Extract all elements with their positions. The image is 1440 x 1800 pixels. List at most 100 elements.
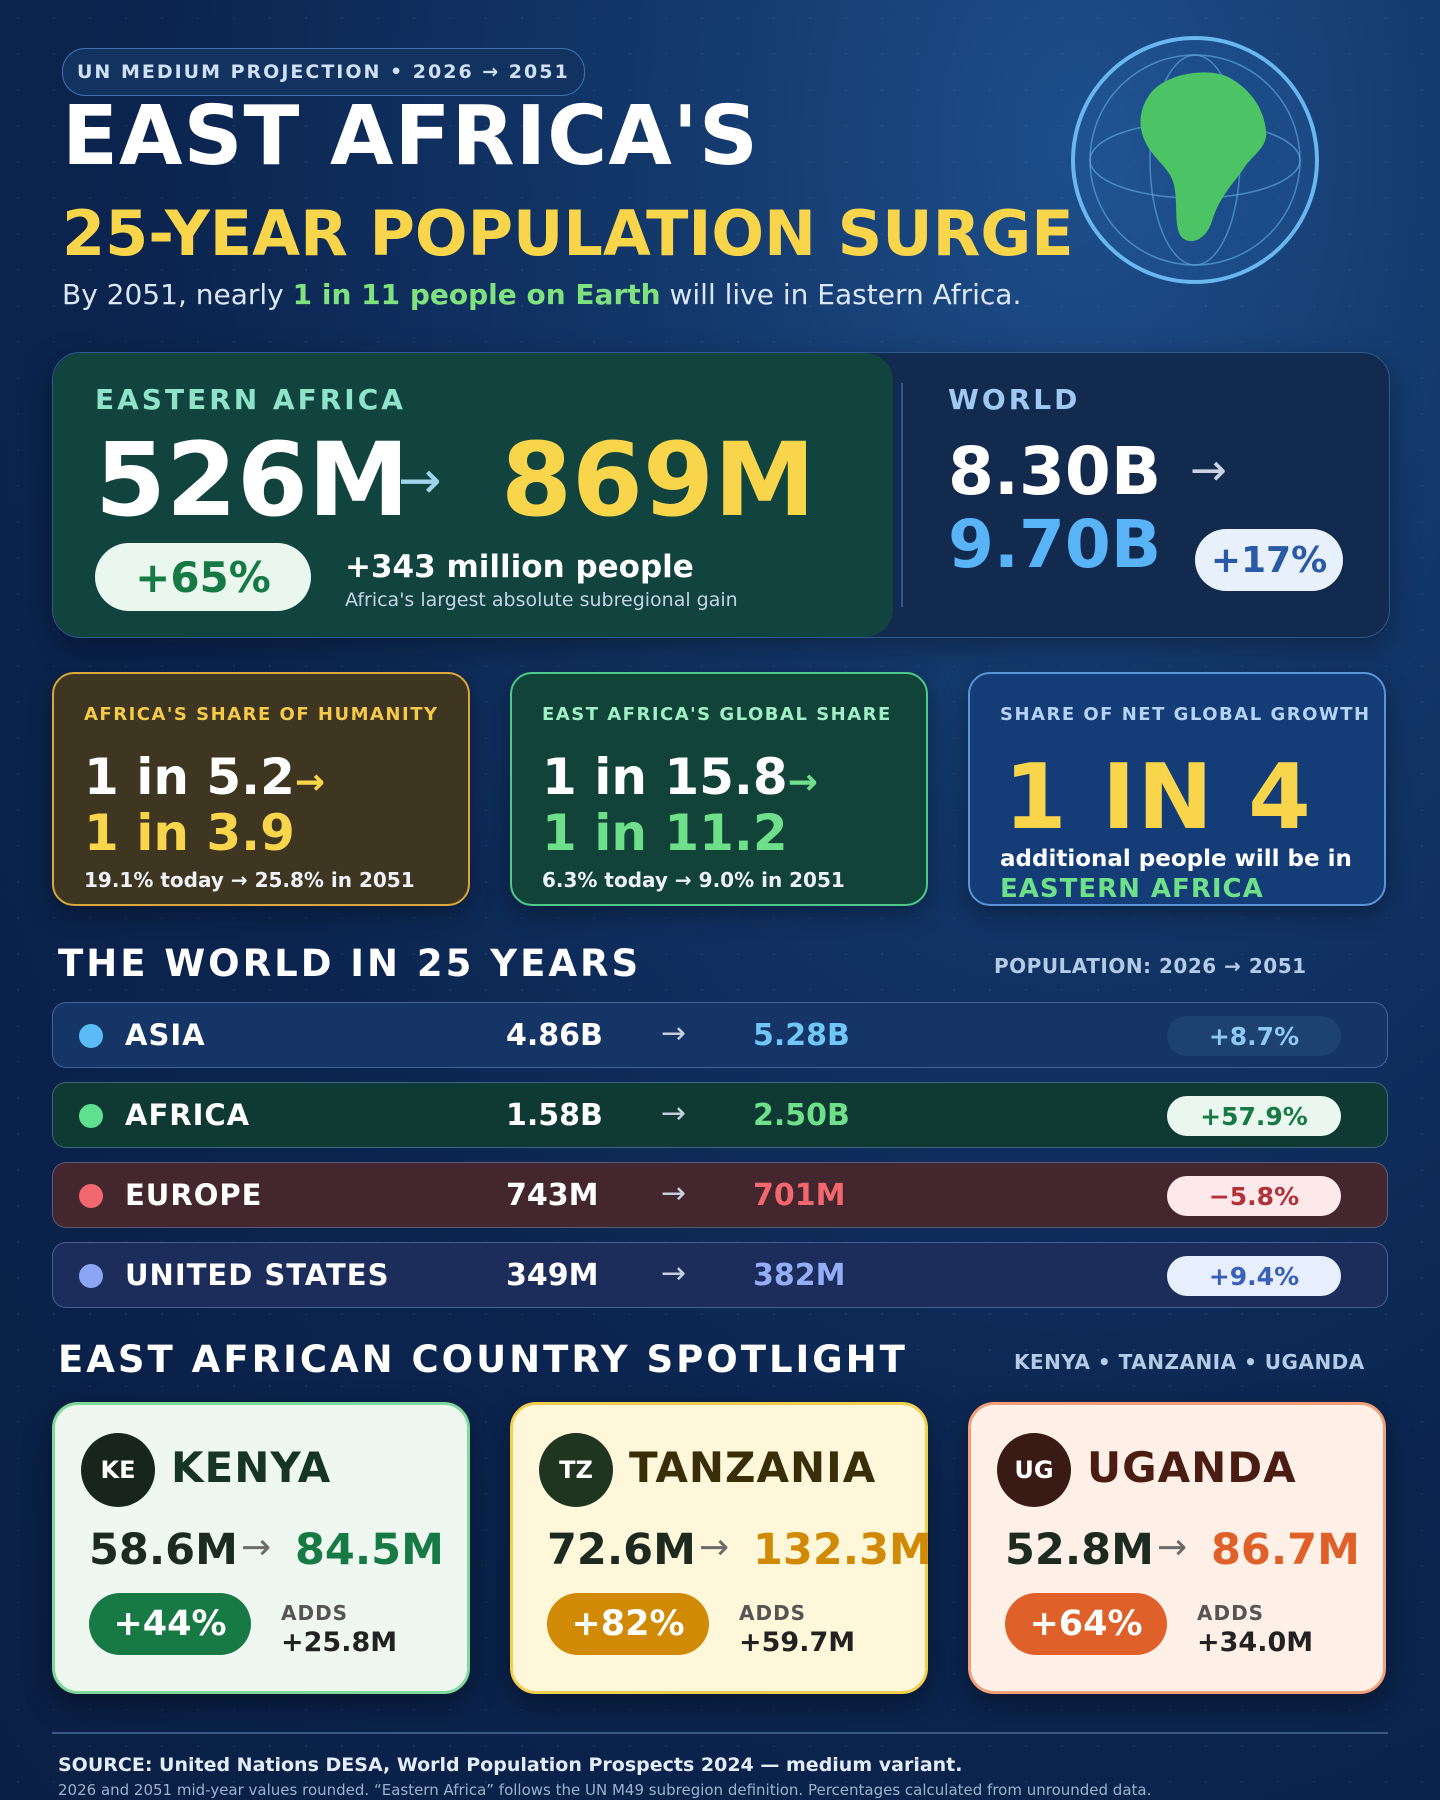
eastern-africa-panel: EASTERN AFRICA 526M → 869M +65% +343 mil… [53, 353, 893, 637]
ea-population-2026: 526M [95, 421, 410, 540]
subtitle-post: will live in Eastern Africa. [660, 278, 1022, 311]
country-2026: 52.8M [1005, 1525, 1154, 1575]
adds-value: +25.8M [281, 1627, 398, 1658]
region-row-united-states: UNITED STATES 349M → 382M +9.4% [52, 1242, 1388, 1308]
legend-dot [79, 1104, 103, 1128]
arrow-icon: → [398, 451, 442, 511]
country-name: TANZANIA [629, 1443, 877, 1492]
region-2051: 382M [753, 1258, 846, 1293]
adds-value: +59.7M [739, 1627, 856, 1658]
footnote: 2026 and 2051 mid-year values rounded. “… [58, 1781, 1152, 1799]
country-change-badge: +64% [1005, 1593, 1167, 1655]
arrow-icon: → [661, 1176, 687, 1211]
region-2026: 743M [506, 1178, 599, 1213]
africa-globe-icon [1071, 36, 1319, 284]
region-change-badge: +8.7% [1167, 1016, 1341, 1056]
eastern-africa-label: EASTERN AFRICA [95, 383, 406, 416]
region-name: EUROPE [125, 1178, 263, 1212]
world-label: WORLD [948, 383, 1081, 416]
country-name: KENYA [171, 1443, 332, 1492]
stat-text: additional people will be in [1000, 846, 1352, 872]
ea-gain: +343 million people [345, 549, 694, 585]
subtitle-highlight: 1 in 11 people on Earth [292, 278, 661, 311]
country-code-badge: KE [81, 1433, 155, 1507]
region-change-badge: +57.9% [1167, 1096, 1341, 1136]
arrow-icon: → [787, 762, 818, 803]
stat-card-africa-share: AFRICA'S SHARE OF HUMANITY 1 in 5.2→ 1 i… [52, 672, 470, 906]
arrow-icon: → [294, 762, 326, 803]
region-name: ASIA [125, 1018, 206, 1052]
stat-value-today: 1 in 5.2→ [84, 748, 326, 806]
ea-gain-note: Africa's largest absolute subregional ga… [345, 589, 738, 611]
adds-value: +34.0M [1197, 1627, 1314, 1658]
divider [901, 383, 903, 607]
arrow-icon: → [241, 1527, 272, 1568]
region-name: UNITED STATES [125, 1258, 390, 1292]
region-2051: 701M [753, 1178, 846, 1213]
subtitle-pre: By 2051, nearly [62, 278, 293, 311]
region-row-asia: ASIA 4.86B → 5.28B +8.7% [52, 1002, 1388, 1068]
ea-population-2051: 869M [501, 421, 816, 540]
stat-label: SHARE OF NET GLOBAL GROWTH [1000, 704, 1371, 725]
stat-value-today: 1 in 15.8→ [542, 748, 818, 806]
stat-label: AFRICA'S SHARE OF HUMANITY [84, 704, 439, 725]
region-2026: 349M [506, 1258, 599, 1293]
stat-big-value: 1 IN 4 [1004, 745, 1313, 850]
country-card-kenya: KE KENYA 58.6M → 84.5M +44% ADDS +25.8M [52, 1402, 470, 1694]
region-2051: 2.50B [753, 1098, 850, 1133]
stat-footer: 19.1% today → 25.8% in 2051 [84, 868, 415, 892]
country-2026: 58.6M [89, 1525, 238, 1575]
country-change-badge: +44% [89, 1593, 251, 1655]
projection-tag: UN MEDIUM PROJECTION • 2026 → 2051 [62, 48, 585, 96]
region-row-europe: EUROPE 743M → 701M −5.8% [52, 1162, 1388, 1228]
region-2051: 5.28B [753, 1018, 850, 1053]
country-card-uganda: UG UGANDA 52.8M → 86.7M +64% ADDS +34.0M [968, 1402, 1386, 1694]
arrow-icon: → [661, 1096, 687, 1131]
region-2026: 4.86B [506, 1018, 603, 1053]
stat-card-net-growth: SHARE OF NET GLOBAL GROWTH 1 IN 4 additi… [968, 672, 1386, 906]
ea-change-badge: +65% [95, 543, 311, 611]
country-change-badge: +82% [547, 1593, 709, 1655]
arrow-icon: → [661, 1016, 687, 1051]
stat-text-highlight: EASTERN AFRICA [1000, 874, 1264, 904]
world-population-2051: 9.70B [948, 506, 1162, 583]
world-change-badge: +17% [1195, 529, 1343, 591]
title-line-1: EAST AFRICA'S [62, 89, 759, 184]
title-line-2: 25-YEAR POPULATION SURGE [62, 197, 1074, 270]
hero-card: EASTERN AFRICA 526M → 869M +65% +343 mil… [52, 352, 1390, 638]
stat-footer: 6.3% today → 9.0% in 2051 [542, 868, 845, 892]
country-code-badge: UG [997, 1433, 1071, 1507]
country-2051: 86.7M [1211, 1525, 1360, 1575]
country-2051: 132.3M [753, 1525, 932, 1575]
footer-divider [52, 1732, 1388, 1734]
adds-label: ADDS [1197, 1601, 1265, 1625]
arrow-icon: → [1157, 1527, 1188, 1568]
legend-dot [79, 1024, 103, 1048]
source-text: SOURCE: United Nations DESA, World Popul… [58, 1754, 963, 1776]
arrow-icon: → [699, 1527, 730, 1568]
world-population-2026: 8.30B [948, 433, 1162, 510]
region-row-africa: AFRICA 1.58B → 2.50B +57.9% [52, 1082, 1388, 1148]
country-2026: 72.6M [547, 1525, 696, 1575]
subtitle: By 2051, nearly 1 in 11 people on Earth … [62, 278, 1021, 311]
adds-label: ADDS [739, 1601, 807, 1625]
region-name: AFRICA [125, 1098, 251, 1132]
stat-value-2051: 1 in 3.9 [84, 804, 295, 862]
world-section-title: THE WORLD IN 25 YEARS [58, 942, 642, 985]
country-name: UGANDA [1087, 1443, 1297, 1492]
arrow-icon: → [1190, 445, 1227, 496]
legend-dot [79, 1264, 103, 1288]
country-2051: 84.5M [295, 1525, 444, 1575]
adds-label: ADDS [281, 1601, 349, 1625]
country-section-title: EAST AFRICAN COUNTRY SPOTLIGHT [58, 1338, 908, 1381]
region-change-badge: −5.8% [1167, 1176, 1341, 1216]
region-2026: 1.58B [506, 1098, 603, 1133]
stat-label: EAST AFRICA'S GLOBAL SHARE [542, 704, 892, 725]
country-code-badge: TZ [539, 1433, 613, 1507]
country-card-tanzania: TZ TANZANIA 72.6M → 132.3M +82% ADDS +59… [510, 1402, 932, 1694]
country-section-label: KENYA • TANZANIA • UGANDA [1014, 1350, 1365, 1374]
world-section-label: POPULATION: 2026 → 2051 [994, 954, 1307, 978]
legend-dot [79, 1184, 103, 1208]
stat-card-ea-global-share: EAST AFRICA'S GLOBAL SHARE 1 in 15.8→ 1 … [510, 672, 928, 906]
region-change-badge: +9.4% [1167, 1256, 1341, 1296]
